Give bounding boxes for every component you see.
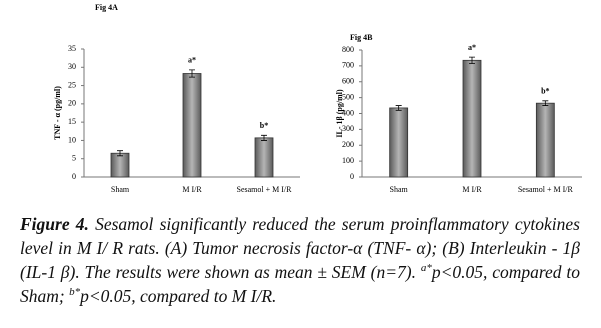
y-axis-label: TNF - α (pg/ml) xyxy=(53,86,62,140)
bar xyxy=(110,152,130,178)
caption-note: p<0.05, compared to Sham; xyxy=(20,262,580,306)
y-tick-label: 800 xyxy=(342,45,354,54)
caption-note: p<0.05, compared to M I/R. xyxy=(80,286,277,306)
caption-text: Sesamol significantly reduced the serum … xyxy=(20,214,580,282)
annotation: a* xyxy=(188,56,196,65)
error-bar xyxy=(395,105,402,111)
error-bar xyxy=(469,56,475,64)
error-bar xyxy=(189,69,195,78)
y-tick-label: 10 xyxy=(68,135,76,144)
bar xyxy=(535,102,555,178)
caption-sup: b* xyxy=(69,286,81,299)
caption: Figure 4. Sesamol significantly reduced … xyxy=(20,212,580,308)
annotation: b* xyxy=(260,121,268,130)
annotation: b* xyxy=(541,87,549,96)
y-tick-label: 100 xyxy=(342,156,354,165)
y-tick-label: 15 xyxy=(68,117,76,126)
charts: Fig 4A TNF - α (pg/ml) 0 5 10 15 20 25 30 35 Sham M… xyxy=(53,3,582,194)
y-tick-label: 35 xyxy=(68,44,76,53)
error-bar xyxy=(542,100,549,106)
y-tick-label: 600 xyxy=(342,77,354,86)
x-tick-label: Sesamol + M I/R xyxy=(237,185,293,194)
y-tick-label: 400 xyxy=(342,108,354,117)
annotation: a* xyxy=(468,43,476,52)
error-bar xyxy=(117,150,123,157)
y-tick-label: 0 xyxy=(72,172,76,181)
caption-label: Figure 4. xyxy=(20,214,89,234)
bar xyxy=(462,59,482,178)
y-tick-label: 500 xyxy=(342,92,354,101)
x-tick-label: M I/R xyxy=(462,185,482,194)
x-tick-label: M I/R xyxy=(182,185,202,194)
y-axis-label: IL- 1β (pg/ml) xyxy=(335,89,344,138)
bar xyxy=(254,137,274,178)
y-tick-label: 700 xyxy=(342,61,354,70)
y-tick-label: 5 xyxy=(72,154,76,163)
chart-title: Fig 4B xyxy=(350,33,373,42)
y-tick-label: 30 xyxy=(68,62,76,71)
y-tick-label: 200 xyxy=(342,140,354,149)
bar xyxy=(182,73,202,178)
y-tick-label: 25 xyxy=(68,80,76,89)
y-tick-label: 0 xyxy=(350,172,354,181)
error-bar xyxy=(261,134,267,141)
x-tick-label: Sham xyxy=(111,185,130,194)
bar xyxy=(389,107,409,178)
chart-title: Fig 4A xyxy=(95,3,118,12)
x-tick-label: Sesamol + M I/R xyxy=(518,185,574,194)
y-tick-label: 20 xyxy=(68,99,76,108)
x-tick-label: Sham xyxy=(390,185,409,194)
y-tick-label: 300 xyxy=(342,124,354,133)
caption-sup: a* xyxy=(420,262,432,275)
